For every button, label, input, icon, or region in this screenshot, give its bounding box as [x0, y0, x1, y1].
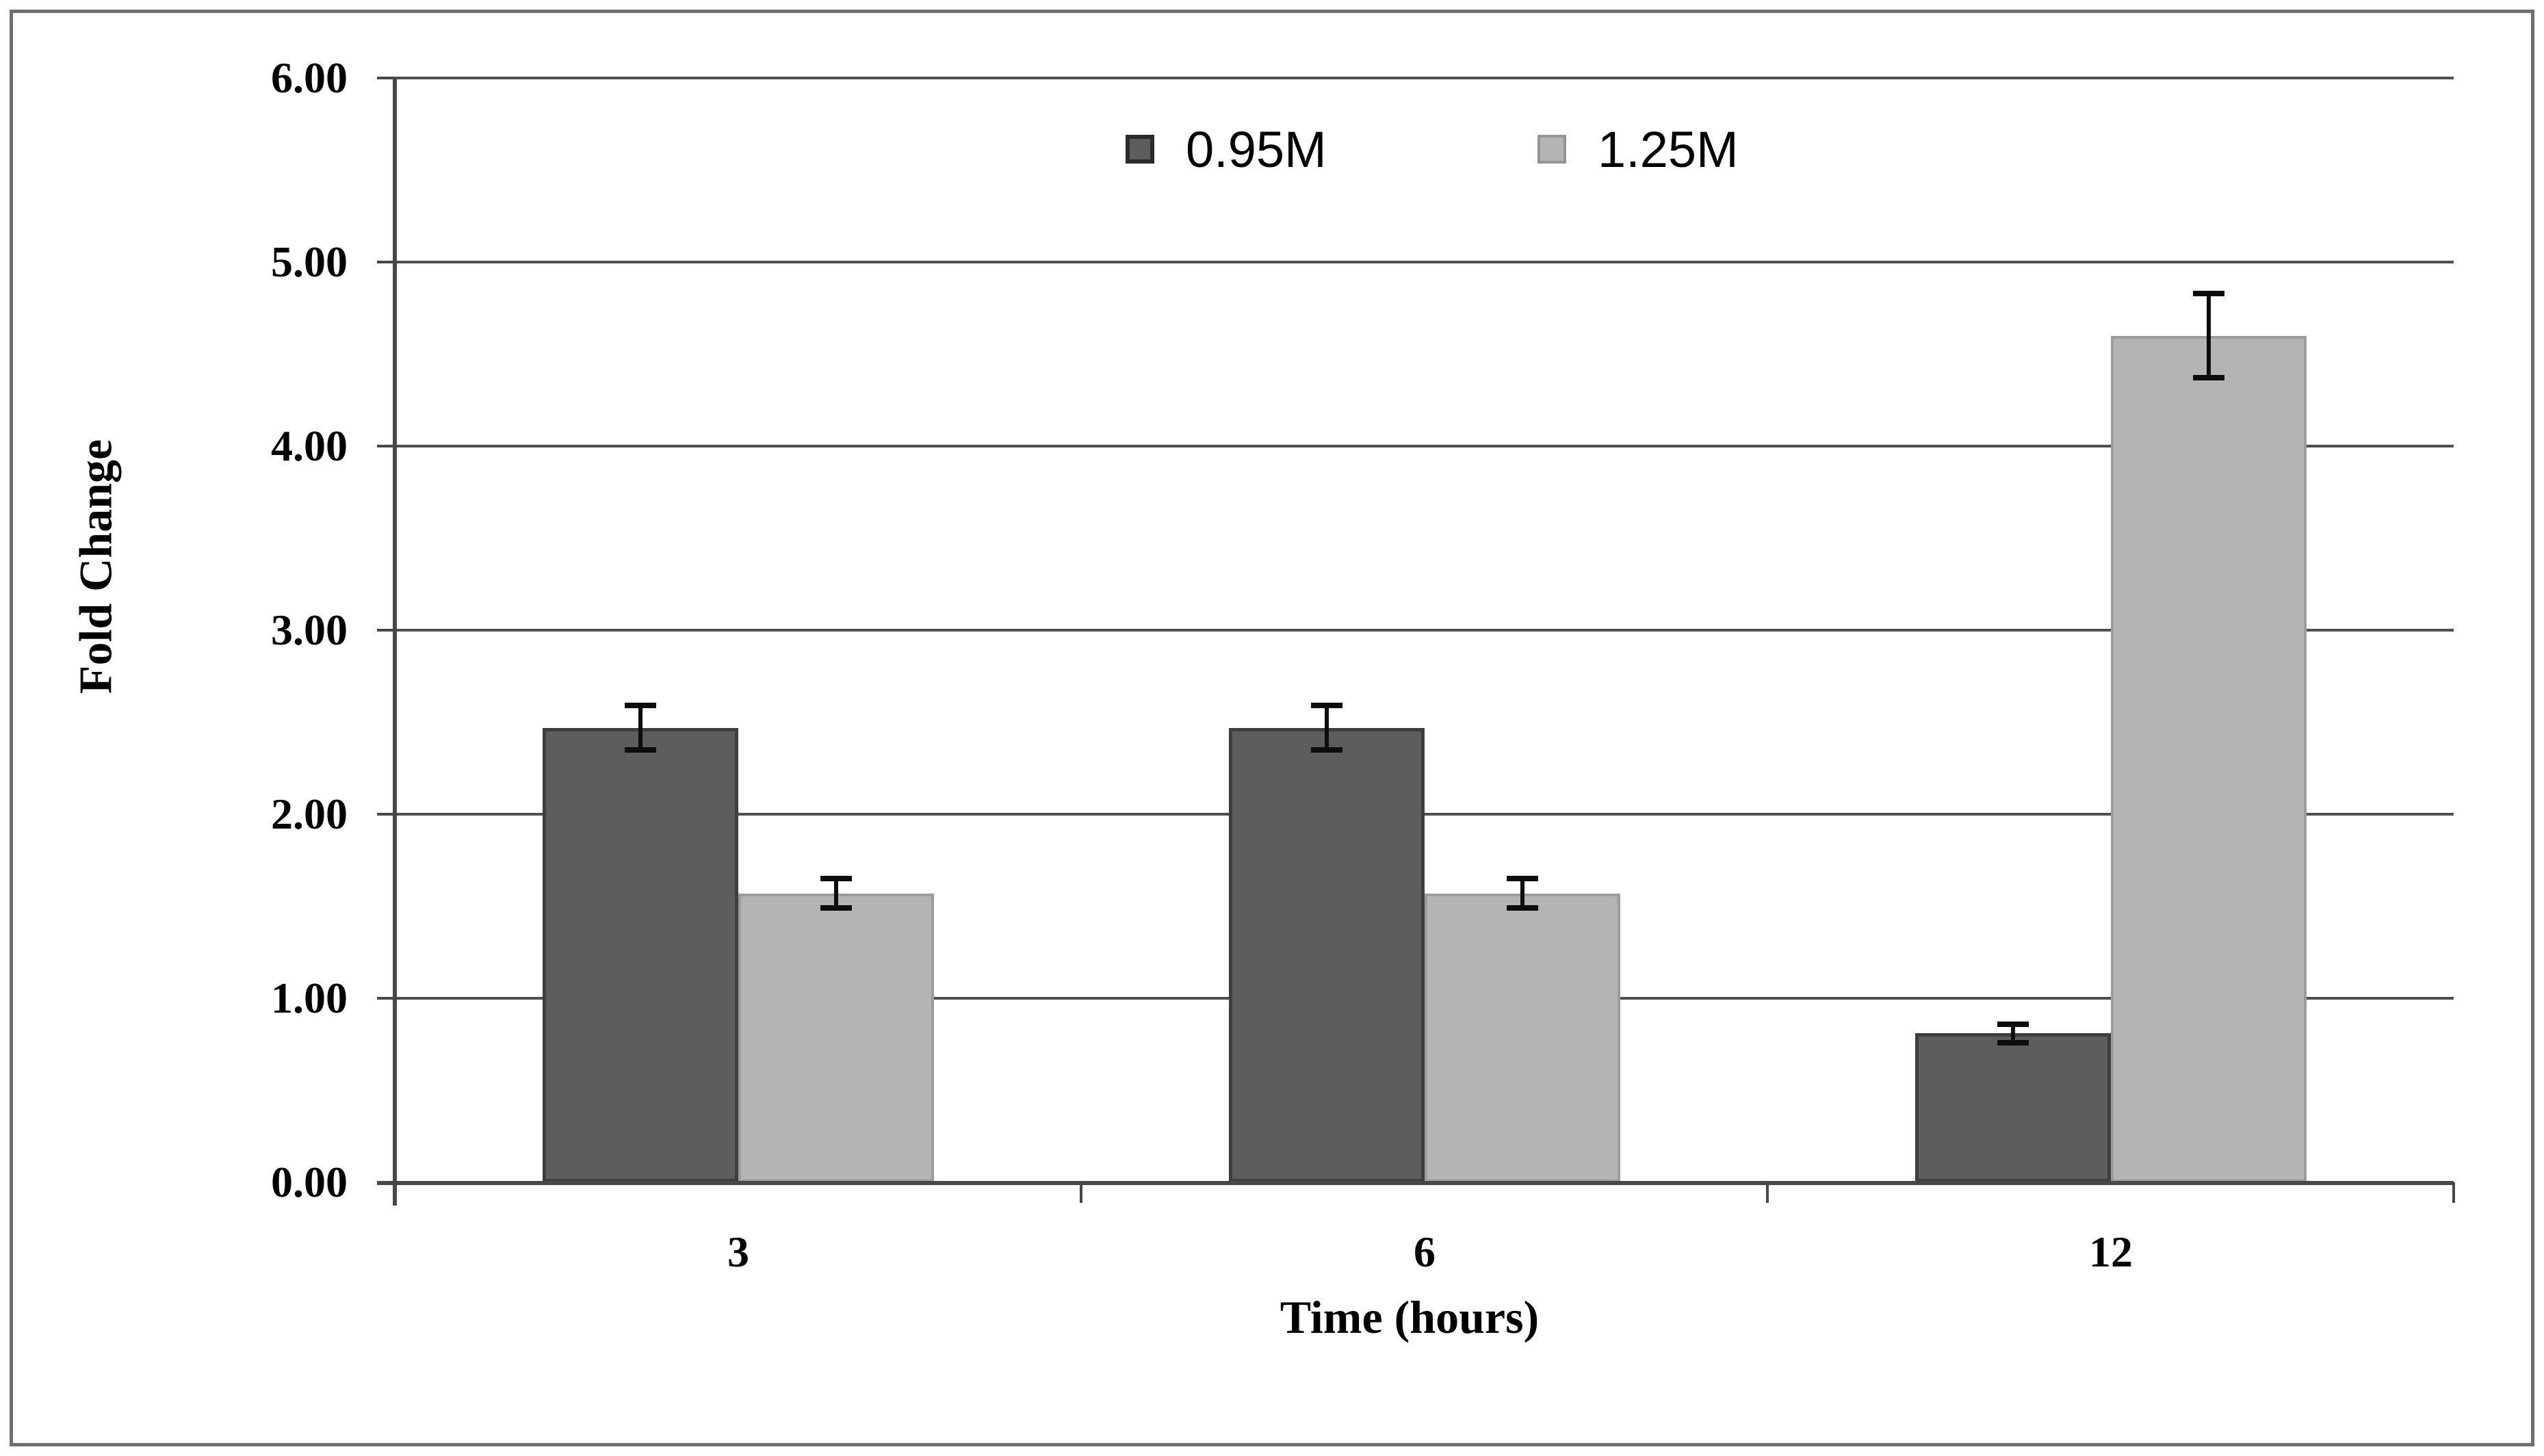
- error-bar-cap-top: [820, 876, 852, 881]
- y-tick-label: 6.00: [271, 53, 348, 102]
- legend-label-series-2: 1.25M: [1598, 120, 1739, 178]
- bar-0.95M-6h: [1229, 728, 1425, 1182]
- error-bar-cap-bottom: [625, 747, 656, 753]
- x-tick-label-12: 12: [2089, 1227, 2133, 1276]
- error-bar-cap-bottom: [1997, 1040, 2029, 1045]
- error-bar-cap-top: [1311, 703, 1342, 708]
- gridline-5: [395, 261, 2454, 263]
- error-bar-cap-top: [625, 703, 656, 708]
- y-tick-label: 4.00: [271, 421, 348, 470]
- y-tick-label: 0.00: [271, 1158, 348, 1206]
- x-tick-label-3: 3: [727, 1227, 749, 1276]
- bar-0.95M-3h: [543, 728, 738, 1182]
- y-tick-mark: [377, 261, 395, 263]
- error-bar-line: [1325, 705, 1329, 750]
- legend-swatch-series-2: [1537, 135, 1566, 164]
- error-bar-cap-top: [1997, 1022, 2029, 1027]
- x-axis-line: [377, 1181, 2454, 1185]
- gridline-6: [395, 77, 2454, 79]
- y-tick-mark: [377, 445, 395, 447]
- y-axis-line: [393, 78, 397, 1206]
- error-bar-line: [638, 705, 643, 750]
- legend-item-series-2: 1.25M: [1537, 115, 1739, 183]
- y-tick-mark: [377, 629, 395, 632]
- x-tick-mark: [1080, 1182, 1082, 1203]
- x-tick-mark: [393, 1182, 396, 1203]
- error-bar-cap-bottom: [1311, 747, 1342, 753]
- x-axis-title: Time (hours): [1280, 1291, 1540, 1343]
- y-tick-label: 5.00: [271, 237, 348, 286]
- error-bar-cap-bottom: [2193, 375, 2224, 380]
- gridline-4: [395, 445, 2454, 447]
- y-tick-mark: [377, 997, 395, 1000]
- error-bar-cap-bottom: [820, 905, 852, 911]
- y-tick-mark: [377, 813, 395, 816]
- y-axis-title: Fold Change: [69, 439, 122, 694]
- chart-border: [10, 10, 2534, 1446]
- error-bar-line: [2011, 1024, 2015, 1043]
- x-tick-label-6: 6: [1414, 1227, 1436, 1276]
- legend-item-series-1: 0.95M: [1126, 115, 1327, 183]
- x-tick-mark: [1766, 1182, 1769, 1203]
- y-tick-label: 3.00: [271, 606, 348, 654]
- y-tick-mark: [377, 77, 395, 79]
- error-bar-line: [834, 879, 838, 908]
- legend-label-series-1: 0.95M: [1186, 120, 1327, 178]
- error-bar-cap-bottom: [1507, 905, 1538, 911]
- bar-0.95M-12h: [1915, 1033, 2111, 1182]
- error-bar-line: [2207, 294, 2211, 378]
- x-tick-mark: [2452, 1182, 2455, 1203]
- error-bar-line: [1520, 879, 1524, 908]
- bar-1.25M-3h: [738, 894, 934, 1182]
- error-bar-cap-top: [1507, 876, 1538, 881]
- error-bar-cap-top: [2193, 291, 2224, 296]
- legend-swatch-series-1: [1126, 135, 1154, 164]
- bar-1.25M-6h: [1425, 894, 1620, 1182]
- y-tick-label: 2.00: [271, 790, 348, 838]
- y-tick-label: 1.00: [271, 974, 348, 1022]
- bar-1.25M-12h: [2111, 336, 2307, 1182]
- gridline-3: [395, 629, 2454, 632]
